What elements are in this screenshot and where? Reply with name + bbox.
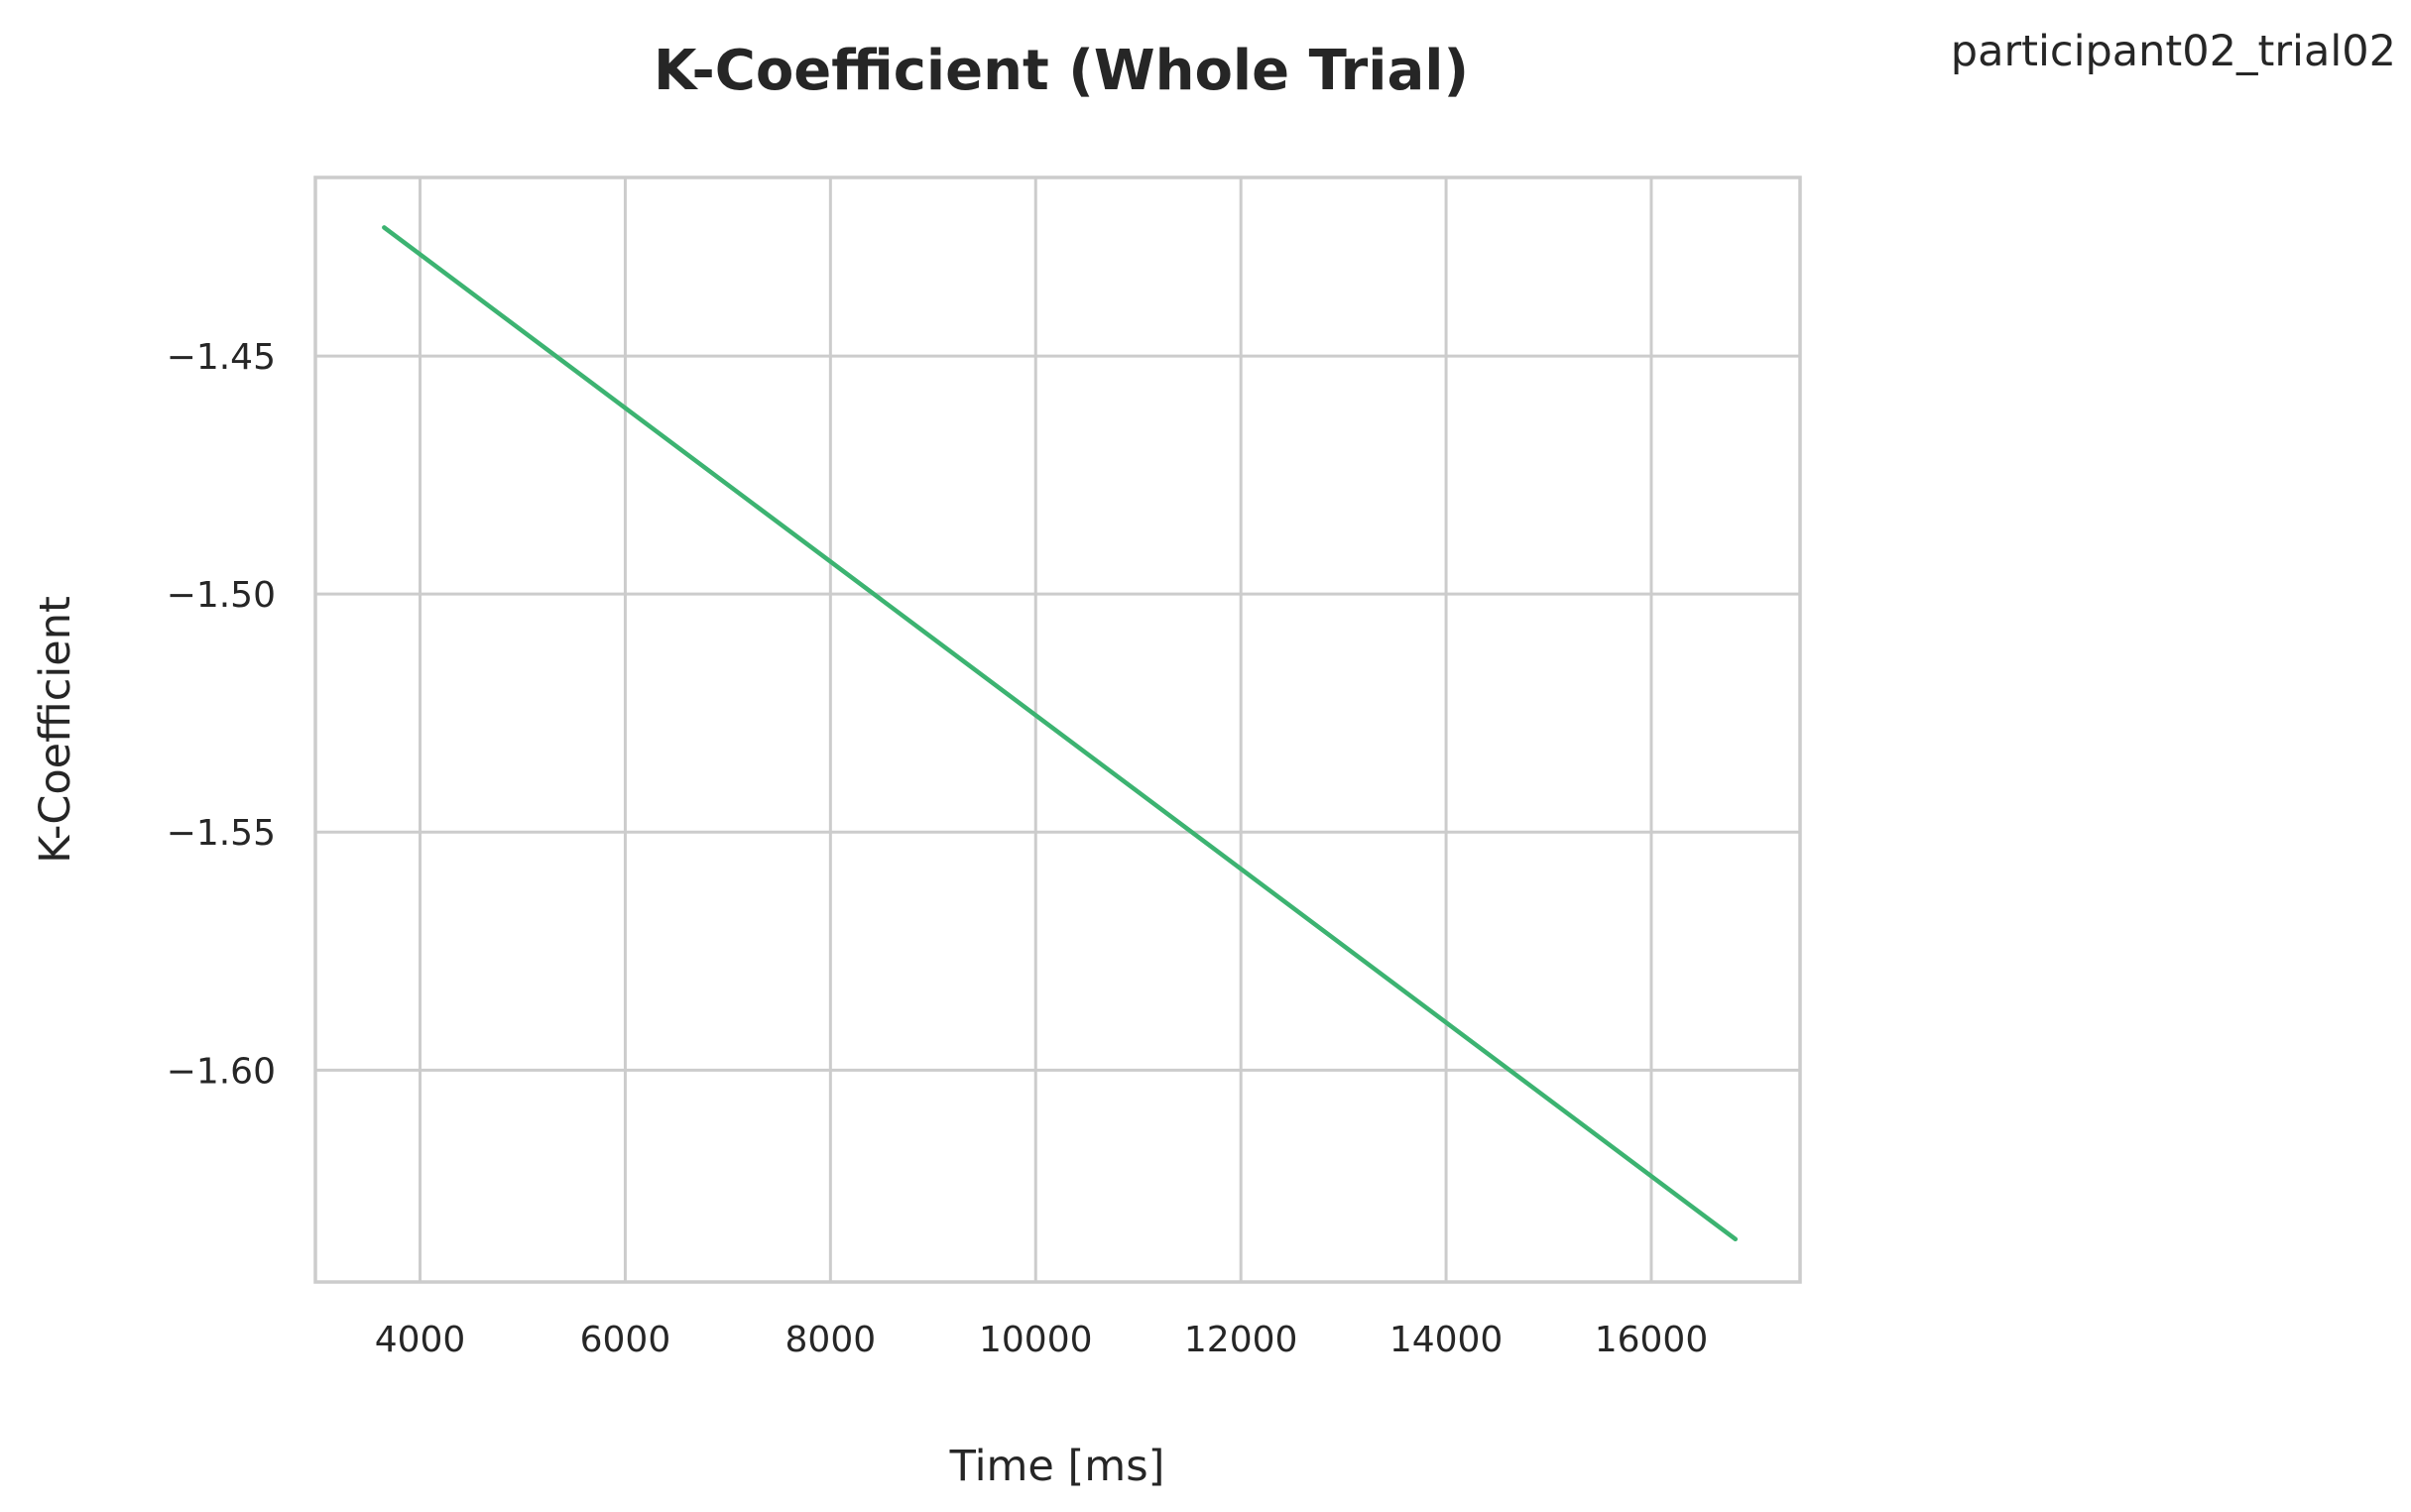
- x-tick-label: 8000: [785, 1320, 877, 1360]
- x-axis-label: Time [ms]: [949, 1442, 1165, 1491]
- x-tick-label: 12000: [1184, 1320, 1298, 1360]
- x-tick-labels: 4000 6000 8000 10000 12000 14000 16000: [375, 1320, 1709, 1360]
- grid: [315, 177, 1800, 1282]
- x-tick-label: 6000: [580, 1320, 671, 1360]
- y-axis-label: K-Coefficient: [31, 596, 80, 864]
- y-tick-labels: −1.45 −1.50 −1.55 −1.60: [167, 337, 276, 1092]
- x-tick-label: 16000: [1595, 1320, 1709, 1360]
- y-tick-label: −1.55: [167, 813, 276, 854]
- y-tick-label: −1.60: [167, 1051, 276, 1092]
- x-tick-label: 14000: [1389, 1320, 1504, 1360]
- y-tick-label: −1.45: [167, 337, 276, 378]
- plot-frame: [313, 175, 1802, 1284]
- chart-title: K-Coefficient (Whole Trial): [654, 39, 1469, 103]
- participant-trial-label: participant02_trial02: [1951, 27, 2396, 76]
- x-tick-label: 4000: [375, 1320, 466, 1360]
- x-tick-label: 10000: [979, 1320, 1093, 1360]
- y-tick-label: −1.50: [167, 575, 276, 616]
- k-coefficient-series-line: [382, 225, 1739, 1242]
- series-layer: [382, 225, 1739, 1242]
